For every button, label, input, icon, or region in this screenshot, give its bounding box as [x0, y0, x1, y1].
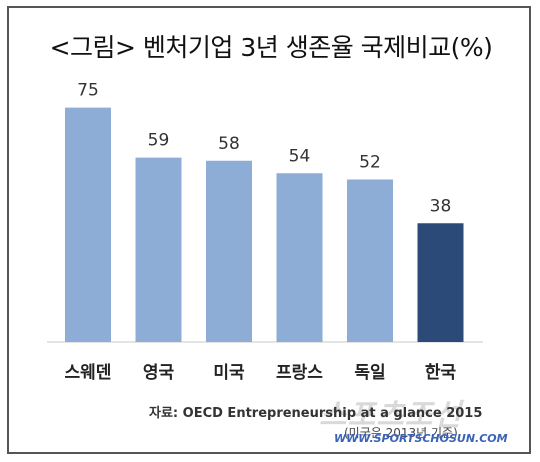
data-label-1: 59: [148, 131, 170, 151]
category-label-2: 미국: [213, 363, 245, 383]
data-label-4: 52: [359, 153, 381, 173]
source-note: 자료: OECD Entrepreneurship at a glance 20…: [149, 406, 483, 421]
chart-frame: <그림> 벤처기업 3년 생존율 국제비교(%) 75 스웨덴 59 영국 58 미국 54…: [7, 6, 531, 454]
source-note-sub: (미국은 2013년 기준): [344, 426, 458, 440]
data-label-5: 38: [430, 196, 452, 216]
bar-5: [417, 223, 464, 342]
bar-3: [276, 173, 323, 342]
watermark-brand: 스포츠조선: [319, 398, 462, 433]
bar-2: [206, 160, 252, 342]
bar-chart: 75 스웨덴 59 영국 58 미국 54 프랑스 52 독일 38 한국: [47, 81, 483, 383]
bar-1: [135, 157, 182, 342]
category-label-4: 독일: [354, 363, 385, 383]
data-label-2: 58: [218, 134, 240, 154]
watermark-url: WWW.SPORTSCHOSUN.COM: [334, 432, 508, 445]
bar-4: [347, 179, 393, 342]
category-label-3: 프랑스: [276, 363, 323, 383]
category-label-1: 영국: [143, 363, 175, 383]
category-label-5: 한국: [425, 363, 457, 383]
category-label-0: 스웨덴: [65, 363, 112, 383]
chart-title: <그림> 벤처기업 3년 생존율 국제비교(%): [49, 33, 493, 62]
bar-0: [65, 107, 111, 342]
data-label-0: 75: [77, 81, 99, 101]
data-label-3: 54: [289, 146, 311, 166]
